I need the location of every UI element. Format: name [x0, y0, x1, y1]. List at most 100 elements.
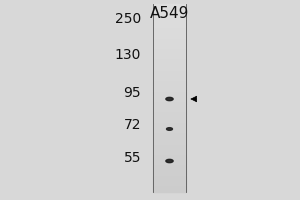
- Text: 130: 130: [115, 48, 141, 62]
- Bar: [153, 78, 186, 79]
- Text: 55: 55: [124, 151, 141, 165]
- Bar: [153, 179, 186, 181]
- Bar: [153, 159, 186, 161]
- Bar: [153, 54, 186, 55]
- Bar: [153, 58, 186, 59]
- Bar: [153, 122, 186, 123]
- Bar: [153, 191, 186, 192]
- Bar: [153, 53, 186, 54]
- Bar: [153, 142, 186, 143]
- Bar: [153, 13, 186, 14]
- Bar: [153, 126, 186, 127]
- Bar: [153, 50, 186, 52]
- Bar: [153, 22, 186, 23]
- Bar: [153, 32, 186, 33]
- Bar: [153, 134, 186, 136]
- Bar: [153, 35, 186, 37]
- Bar: [153, 151, 186, 152]
- Bar: [153, 25, 186, 27]
- Bar: [153, 101, 186, 102]
- Bar: [153, 104, 186, 106]
- Bar: [153, 99, 186, 101]
- Bar: [153, 108, 186, 109]
- Bar: [153, 112, 186, 113]
- Bar: [153, 127, 186, 128]
- Bar: [153, 65, 186, 67]
- Bar: [153, 85, 186, 87]
- Bar: [153, 89, 186, 90]
- Bar: [153, 82, 186, 83]
- Bar: [153, 93, 186, 94]
- Bar: [153, 83, 186, 84]
- Bar: [153, 154, 186, 156]
- Bar: [153, 167, 186, 168]
- Bar: [153, 146, 186, 147]
- Bar: [153, 156, 186, 157]
- Bar: [153, 121, 186, 122]
- Bar: [153, 43, 186, 44]
- Bar: [153, 116, 186, 117]
- Bar: [153, 161, 186, 162]
- Bar: [153, 131, 186, 132]
- Bar: [153, 169, 186, 171]
- Bar: [153, 30, 186, 32]
- Bar: [153, 38, 186, 39]
- Bar: [153, 60, 186, 62]
- Bar: [153, 79, 186, 80]
- Bar: [153, 106, 186, 107]
- Bar: [153, 73, 186, 74]
- Bar: [153, 70, 186, 72]
- Text: 72: 72: [124, 118, 141, 132]
- Ellipse shape: [166, 97, 173, 101]
- Bar: [153, 138, 186, 139]
- Bar: [153, 184, 186, 186]
- Bar: [153, 29, 186, 30]
- Bar: [153, 129, 186, 131]
- Bar: [153, 62, 186, 63]
- Bar: [153, 64, 186, 65]
- Bar: [153, 75, 186, 77]
- Bar: [153, 55, 186, 57]
- Bar: [153, 118, 186, 119]
- Bar: [153, 188, 186, 189]
- Bar: [153, 59, 186, 60]
- Bar: [153, 166, 186, 167]
- Ellipse shape: [167, 128, 172, 130]
- Text: A549: A549: [150, 6, 189, 21]
- Bar: [153, 37, 186, 38]
- Bar: [153, 168, 186, 169]
- Bar: [153, 123, 186, 124]
- Bar: [153, 158, 186, 159]
- Bar: [153, 98, 186, 99]
- Bar: [153, 72, 186, 73]
- Bar: [153, 63, 186, 64]
- Bar: [153, 164, 186, 166]
- Bar: [153, 87, 186, 88]
- Bar: [153, 148, 186, 149]
- Bar: [153, 90, 186, 92]
- Bar: [153, 177, 186, 178]
- Text: 95: 95: [123, 86, 141, 100]
- Bar: [153, 186, 186, 187]
- Bar: [153, 173, 186, 174]
- Bar: [153, 33, 186, 34]
- Bar: [153, 172, 186, 173]
- Bar: [153, 9, 186, 10]
- Bar: [153, 103, 186, 104]
- Bar: [153, 24, 186, 25]
- Bar: [153, 94, 186, 95]
- Bar: [153, 102, 186, 103]
- Bar: [153, 18, 186, 19]
- Bar: [153, 88, 186, 89]
- Bar: [153, 4, 186, 5]
- Bar: [153, 67, 186, 68]
- Bar: [153, 174, 186, 176]
- Bar: [153, 133, 186, 134]
- Bar: [153, 77, 186, 78]
- Bar: [153, 92, 186, 93]
- Bar: [153, 74, 186, 75]
- Bar: [153, 147, 186, 148]
- Ellipse shape: [166, 159, 173, 163]
- Bar: [153, 97, 186, 98]
- Bar: [153, 178, 186, 179]
